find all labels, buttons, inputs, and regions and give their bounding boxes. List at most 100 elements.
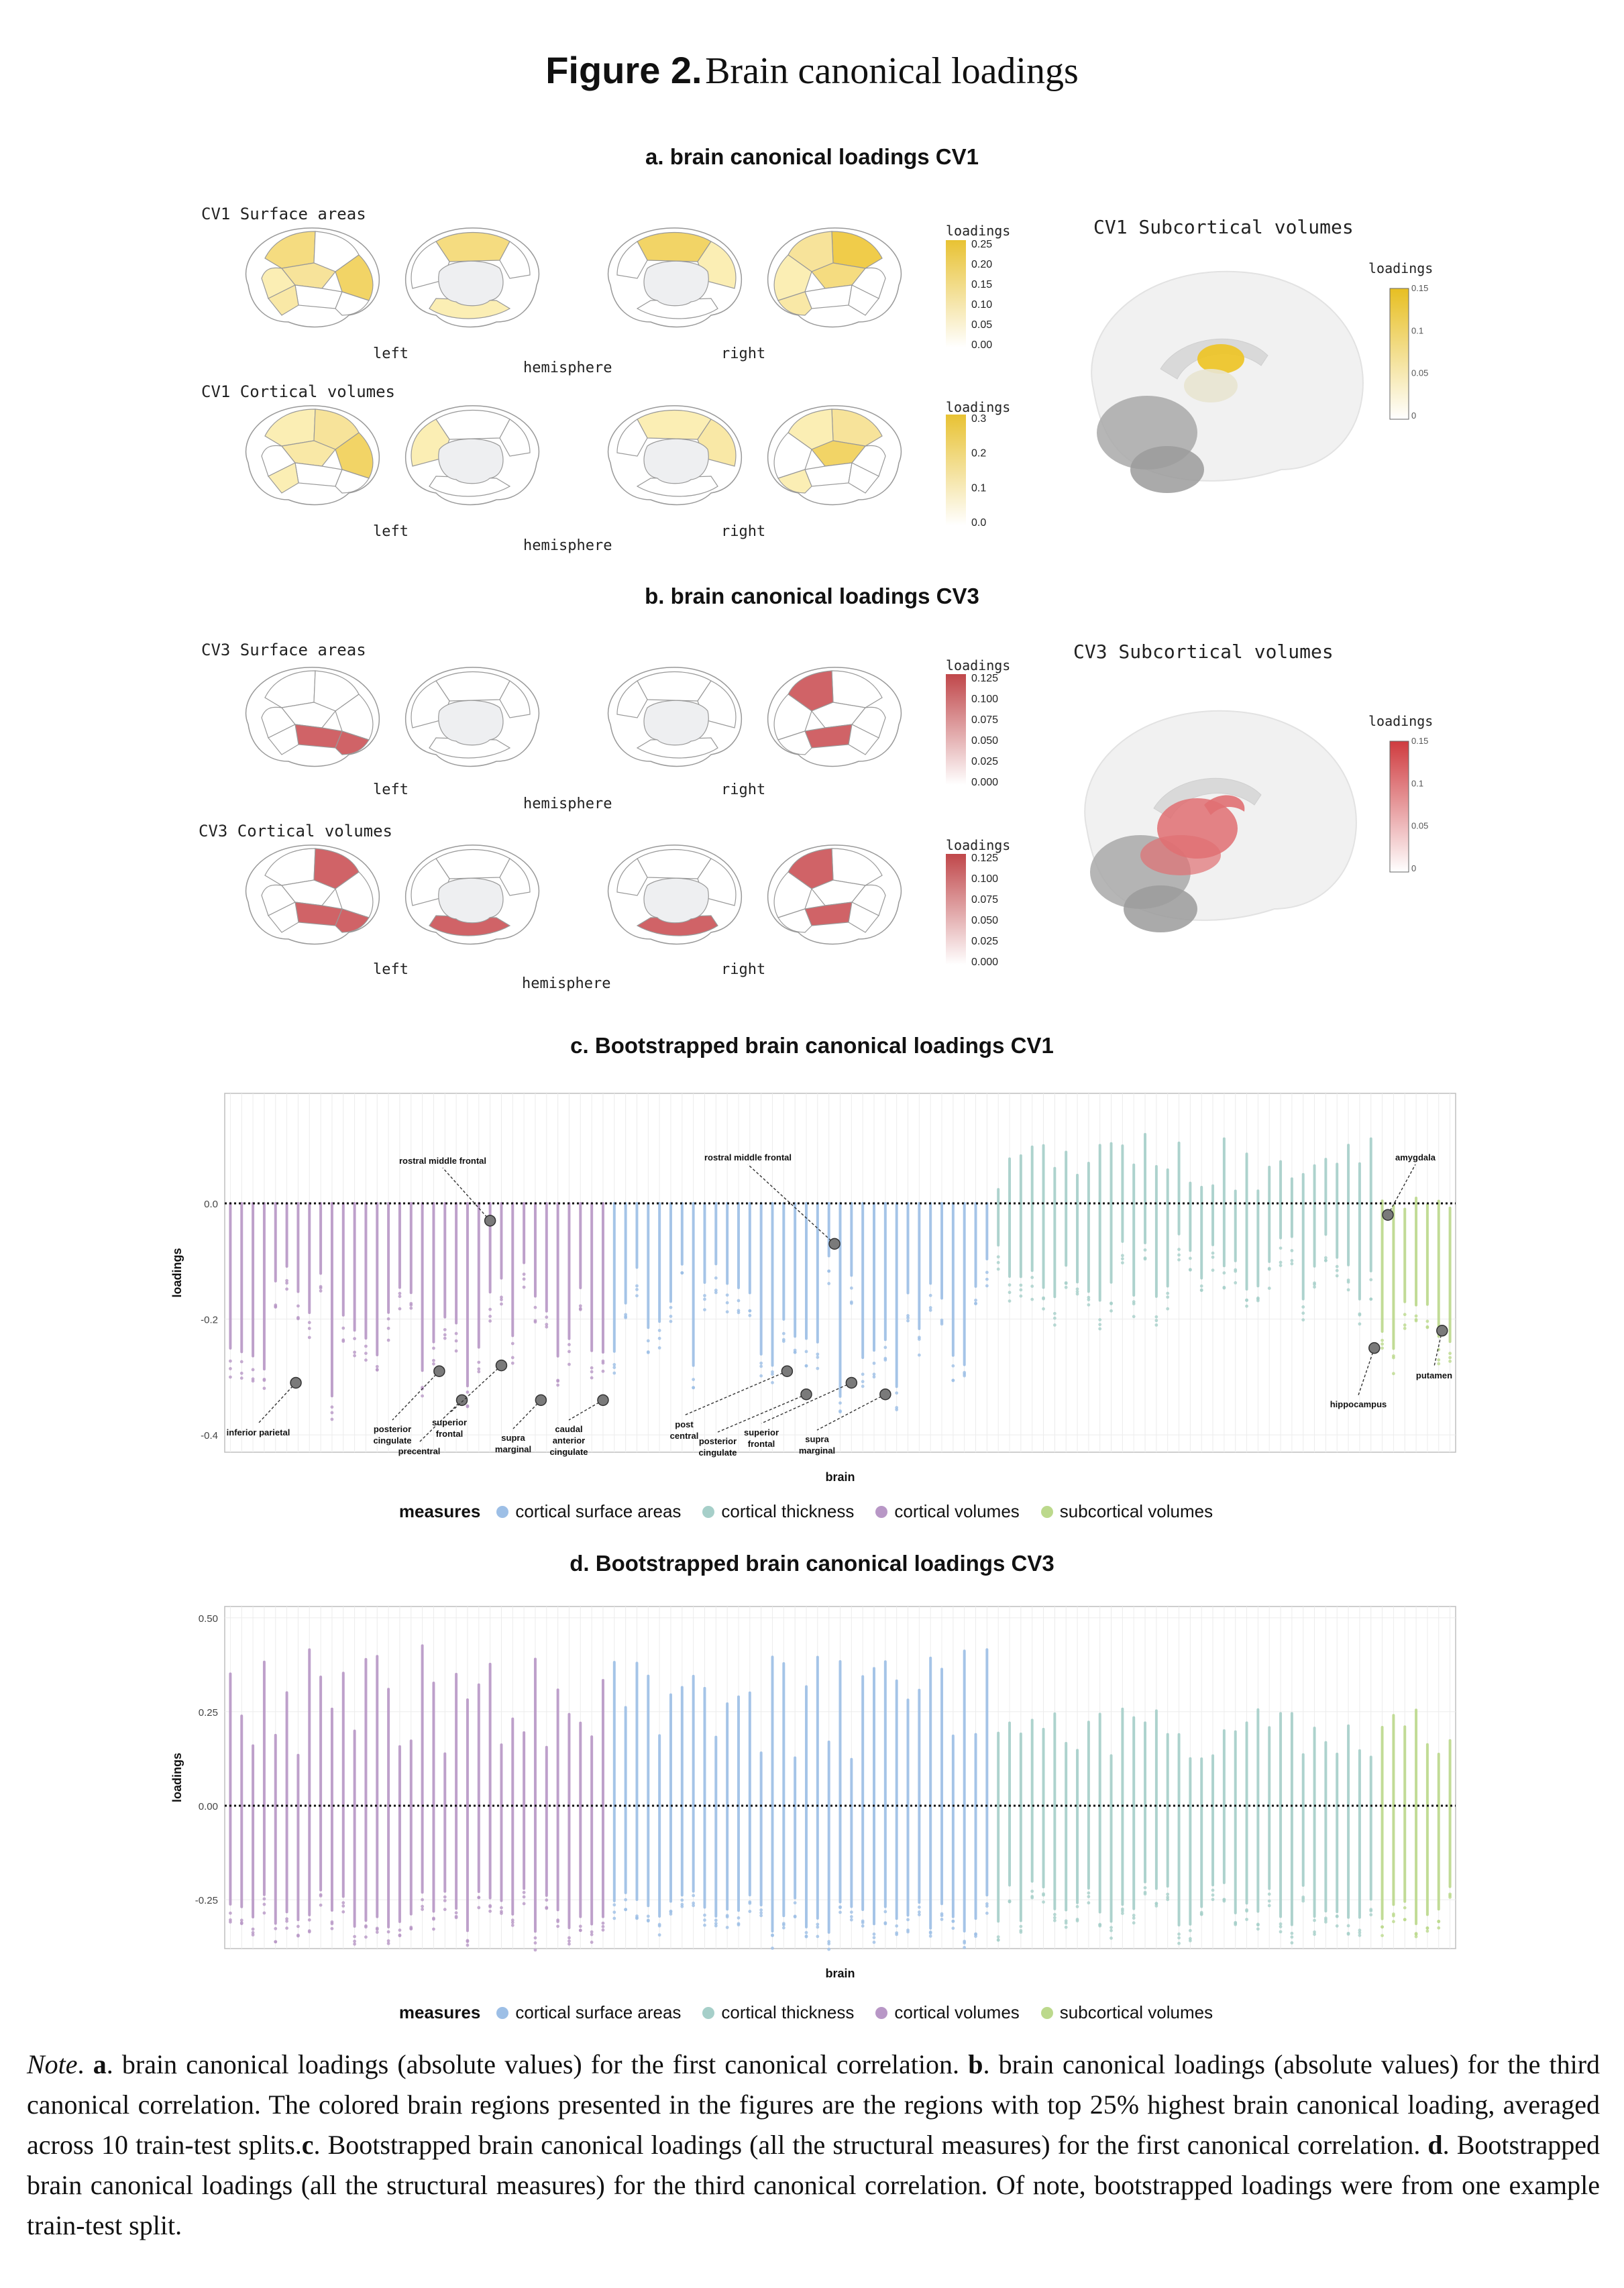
y-tick-label: 0.25 (199, 1707, 218, 1719)
brain-region (848, 284, 879, 316)
brain-region (636, 737, 718, 759)
cv1-cortical-label: CV1 Cortical volumes (201, 382, 395, 401)
outlier-point (1437, 1919, 1441, 1923)
note-b-text: brain canonical loadings (absolute value… (27, 2049, 1601, 2160)
outlier-point (296, 1934, 300, 1938)
outlier-point (1042, 1900, 1045, 1904)
colorbar-tick-label: 0.000 (971, 957, 998, 968)
outlier-point (1120, 1261, 1124, 1264)
outlier-point (861, 1372, 865, 1376)
cv1-cortical-left-label: left (373, 523, 409, 540)
cv1-subcortical-render (1091, 270, 1364, 493)
outlier-point (1403, 1326, 1407, 1330)
outlier-point (804, 1935, 808, 1939)
outlier-point (963, 1939, 967, 1943)
outlier-point (1245, 1299, 1248, 1303)
outlier-point (330, 1920, 334, 1924)
legend-item-volumes: cortical volumes (875, 2002, 1020, 2023)
annotation-label: marginal (495, 1444, 531, 1454)
outlier-point (861, 1919, 865, 1923)
outlier-point (488, 1307, 492, 1311)
outlier-point (849, 1301, 853, 1305)
outlier-point (1335, 1268, 1339, 1272)
y-tick-label: -0.2 (201, 1315, 218, 1326)
outlier-point (477, 1370, 481, 1374)
outlier-point (1087, 1901, 1091, 1905)
outlier-point (1381, 1342, 1384, 1346)
colorbar-tick-label: 0.075 (971, 894, 998, 906)
outlier-point (533, 1941, 537, 1945)
outlier-point (466, 1939, 470, 1943)
outlier-point (556, 1383, 560, 1387)
outlier-point (251, 1377, 255, 1381)
outlier-point (296, 1315, 300, 1319)
outlier-point (917, 1910, 921, 1914)
medial-brain-view (607, 845, 743, 945)
outlier-point (748, 1900, 752, 1904)
outlier-point (906, 1319, 910, 1323)
legend-dot (1040, 2006, 1053, 2019)
outlier-point (1211, 1888, 1215, 1892)
outlier-point (1279, 1260, 1283, 1264)
outlier-point (1042, 1296, 1045, 1300)
outlier-point (974, 1935, 977, 1939)
outlier-point (1346, 1278, 1350, 1282)
outlier-point (341, 1901, 345, 1905)
outlier-point (1301, 1305, 1305, 1309)
outlier-point (669, 1319, 673, 1323)
outlier-point (1290, 1935, 1294, 1939)
cv1-cortical-hemisphere-label: hemisphere (523, 537, 612, 554)
outlier-point (703, 1297, 706, 1301)
legend-item-subcortical: subcortical volumes (1040, 2002, 1213, 2023)
note-d-text: Bootstrapped brain canonical loadings (a… (27, 2130, 1601, 2240)
brain-region (637, 849, 712, 879)
cv3-cortical-left-label: left (373, 961, 409, 978)
brain-region (636, 476, 718, 497)
outlier-point (963, 1370, 967, 1374)
cv1-surface-left-label: left (373, 345, 409, 362)
note-lead: Note (27, 2049, 78, 2079)
annotation-label: amygdala (1395, 1152, 1436, 1162)
outlier-point (951, 1926, 955, 1930)
outlier-point (1166, 1898, 1170, 1902)
outlier-point (872, 1361, 876, 1365)
annotation-leader (1358, 1348, 1375, 1396)
outlier-point (1030, 1297, 1034, 1301)
outlier-point (1414, 1314, 1418, 1318)
panel-a-title: a. brain canonical loadings CV1 (645, 144, 979, 169)
lateral-brain-view (767, 405, 902, 506)
outlier-point (1290, 1258, 1294, 1262)
outlier-point (1358, 1928, 1362, 1932)
annotation-label: superior (744, 1427, 779, 1437)
outlier-point (1448, 1359, 1452, 1363)
outlier-point (500, 1298, 503, 1301)
x-axis-label: brain (825, 1470, 855, 1484)
annotation-leader (568, 1399, 604, 1421)
annotated-point (800, 1388, 812, 1401)
outlier-point (409, 1301, 413, 1305)
outlier-point (714, 1922, 718, 1925)
outlier-point (443, 1336, 447, 1340)
colorbar-tick-label: 0.100 (971, 873, 998, 885)
outlier-point (466, 1391, 470, 1394)
outlier-point (1335, 1924, 1339, 1928)
outlier-point (759, 1374, 763, 1378)
lateral-brain-view (245, 667, 380, 767)
brain-region (777, 730, 812, 755)
medial-brain-view (404, 667, 540, 767)
cv3-brain-maps (245, 667, 902, 945)
outlier-point (251, 1933, 255, 1937)
outlier-point (1211, 1893, 1215, 1897)
outlier-point (454, 1339, 458, 1343)
annotated-point (879, 1388, 891, 1401)
outlier-point (657, 1933, 661, 1937)
outlier-point (229, 1375, 232, 1379)
note-b-label: b (968, 2049, 983, 2079)
outlier-point (1301, 1318, 1305, 1322)
outlier-point (951, 1919, 955, 1923)
legend-label: cortical thickness (721, 2002, 855, 2022)
y-tick-label: -0.4 (201, 1430, 218, 1441)
note-a-label: a (93, 2049, 107, 2079)
outlier-point (895, 1406, 899, 1409)
outlier-point (838, 1906, 842, 1910)
